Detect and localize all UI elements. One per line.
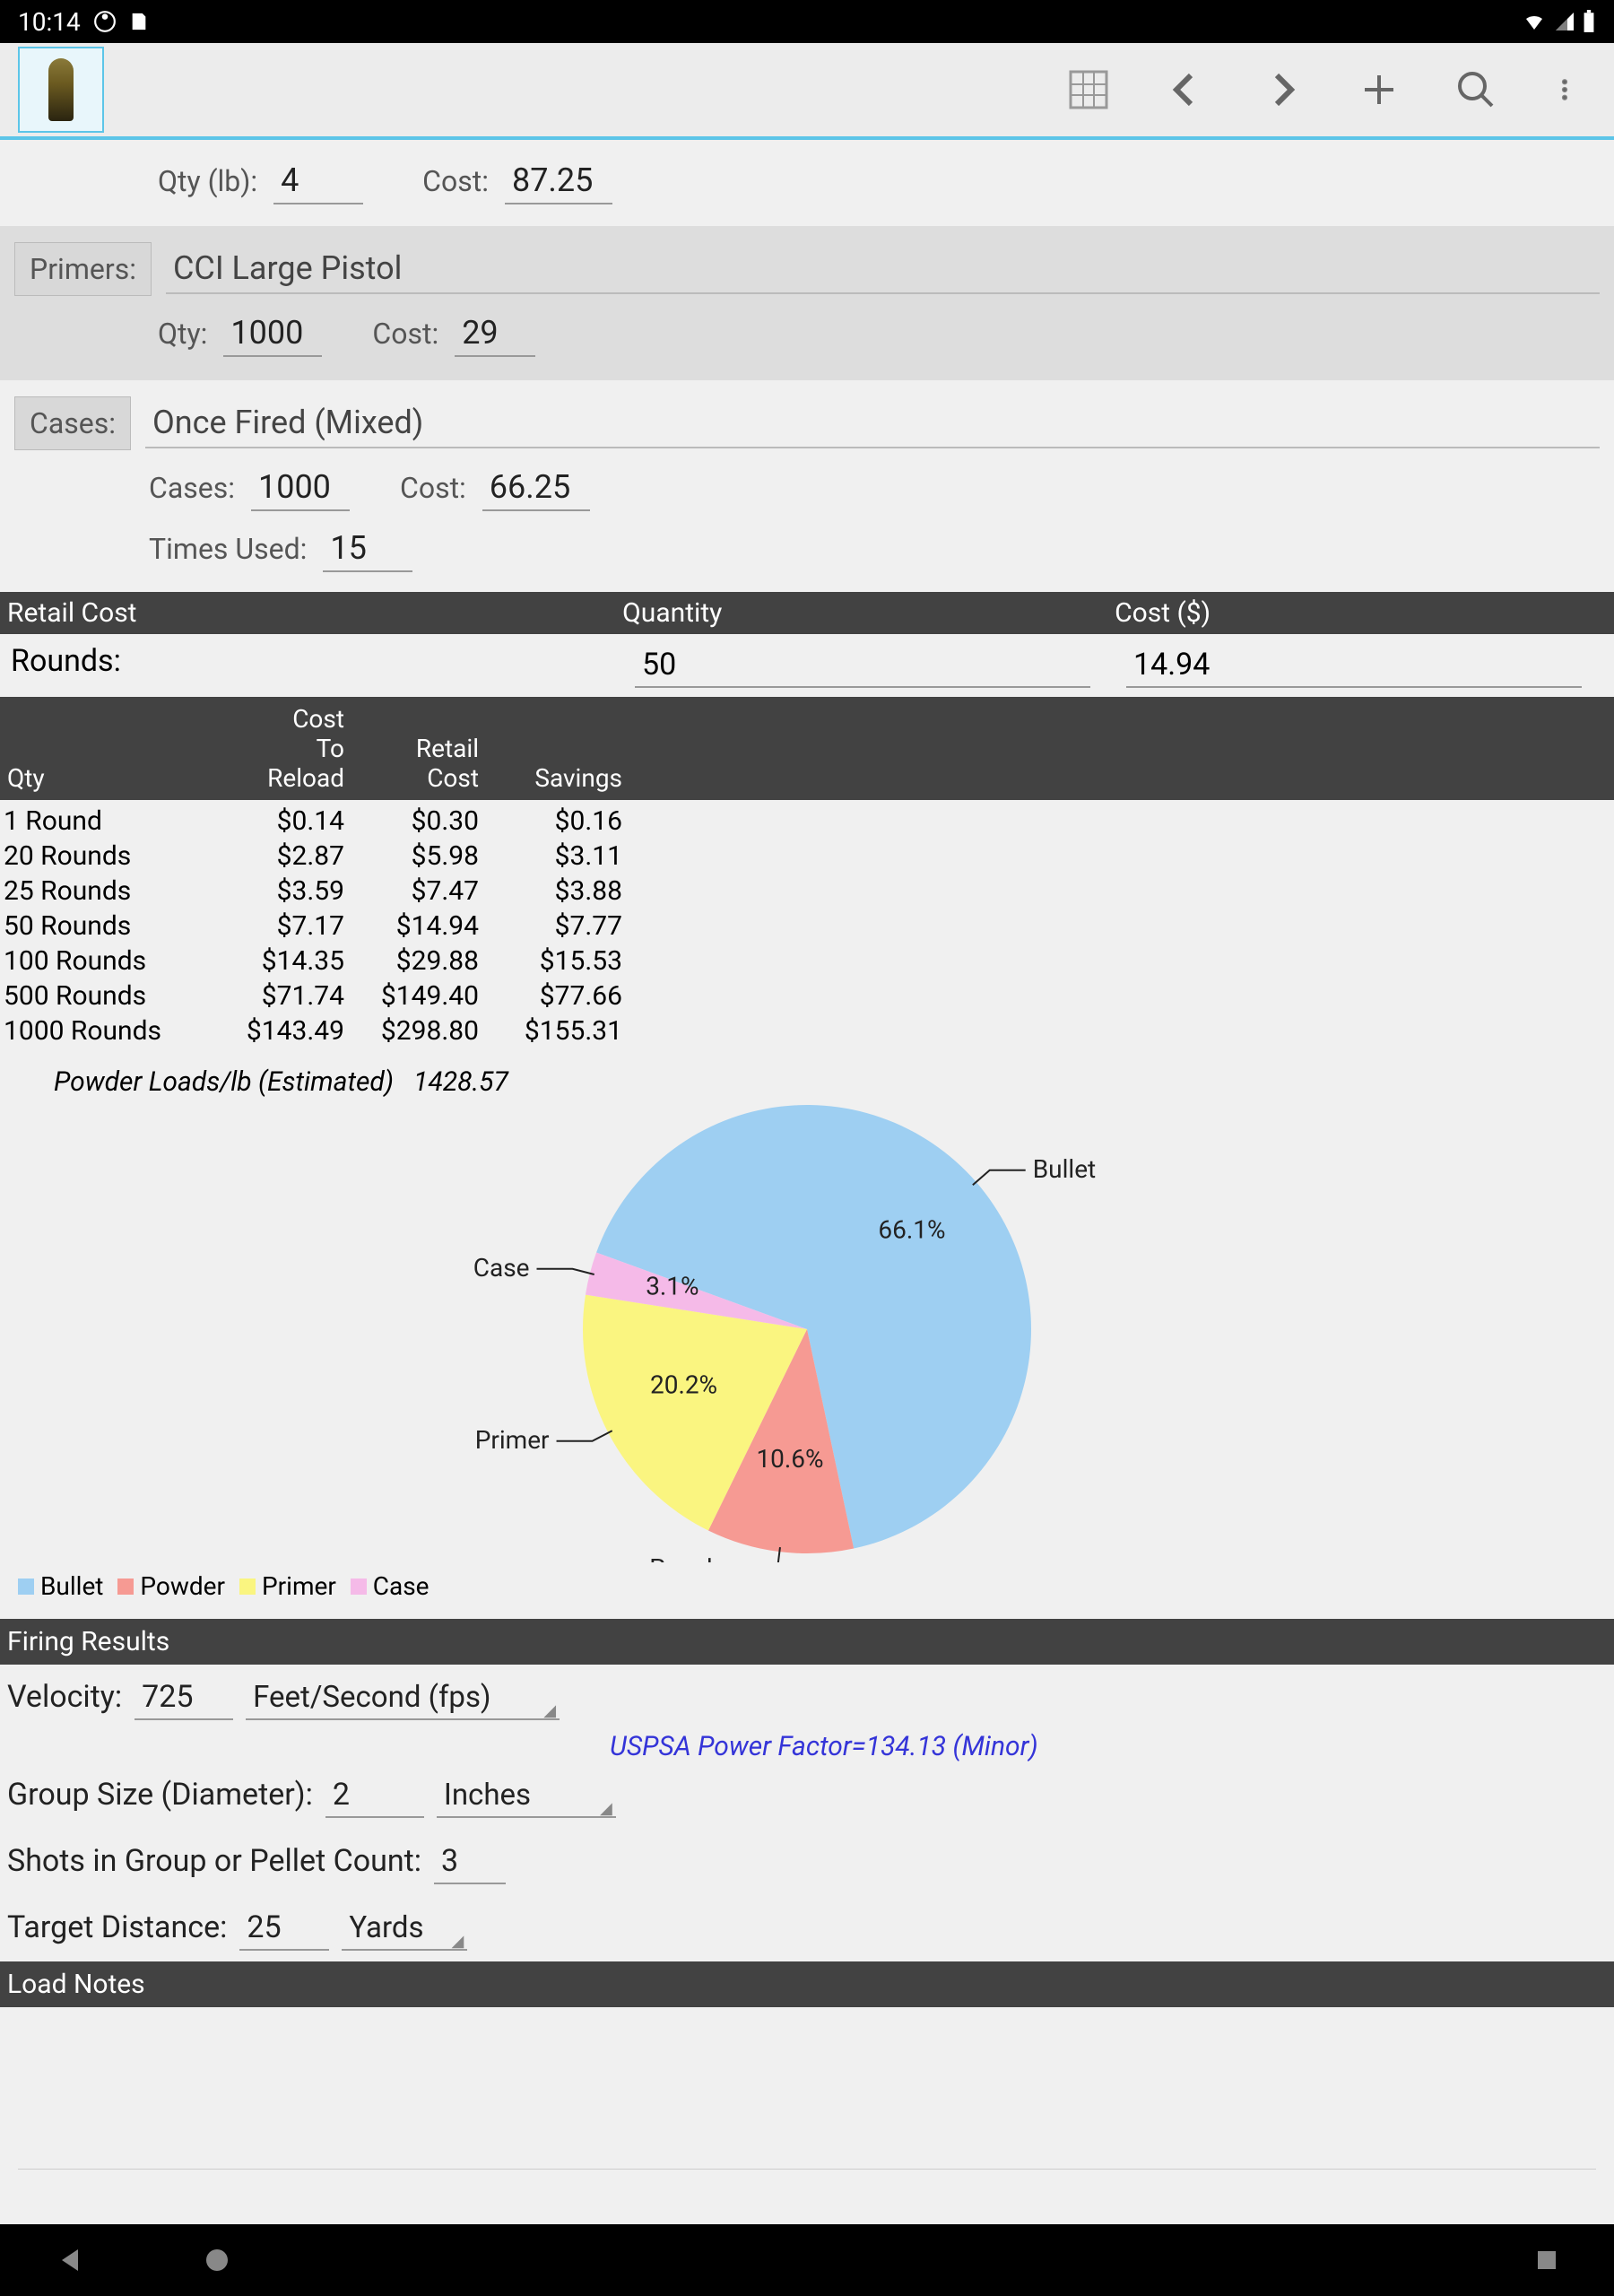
app-toolbar: [0, 43, 1614, 140]
retail-h2: Quantity: [622, 597, 1115, 629]
rounds-label: Rounds:: [11, 643, 620, 688]
group-size-input[interactable]: 2: [325, 1773, 424, 1818]
table-row: 100 Rounds$14.35$29.88$15.53: [4, 944, 1610, 978]
savings-table: 1 Round$0.14$0.30$0.1620 Rounds$2.87$5.9…: [0, 800, 1614, 1059]
legend-item: Powder: [117, 1571, 225, 1601]
shots-input[interactable]: 3: [434, 1839, 506, 1884]
shots-label: Shots in Group or Pellet Count:: [7, 1843, 421, 1879]
table-row: 1000 Rounds$143.49$298.80$155.31: [4, 1013, 1610, 1048]
legend-item: Bullet: [18, 1571, 103, 1601]
savings-header: Qty CostToReload RetailCost Savings: [0, 697, 1614, 800]
primers-cost-input[interactable]: 29: [455, 310, 535, 357]
sh-ctr: CostToReload: [201, 704, 344, 793]
wifi-icon: [1521, 11, 1548, 32]
status-time: 10:14: [18, 7, 81, 37]
search-icon[interactable]: [1454, 68, 1497, 111]
cases-label-button[interactable]: Cases:: [14, 396, 131, 450]
cases-name-input[interactable]: Once Fired (Mixed): [145, 398, 1600, 448]
cost-breakdown-chart: 66.1%Bullet10.6%Powder20.2%Primer3.1%Cas…: [0, 1105, 1614, 1553]
signal-icon: [1553, 11, 1576, 32]
grid-icon[interactable]: [1067, 68, 1110, 111]
powder-cost-label: Cost:: [422, 164, 489, 198]
firing-results-header: Firing Results: [0, 1619, 1614, 1665]
pie-label-case: Case: [473, 1253, 530, 1283]
battery-icon: [1582, 10, 1596, 33]
target-dist-input[interactable]: 25: [239, 1906, 329, 1951]
table-row: 25 Rounds$3.59$7.47$3.88: [4, 874, 1610, 909]
velocity-label: Velocity:: [7, 1679, 122, 1715]
velocity-unit-dropdown[interactable]: Feet/Second (fps): [246, 1676, 560, 1720]
table-row: 50 Rounds$7.17$14.94$7.77: [4, 909, 1610, 944]
pie-pct-primer: 20.2%: [650, 1370, 717, 1400]
main-content: Powder: TiteGroup Qty (lb): 4 Cost: 87.2…: [0, 140, 1614, 2224]
nav-back-icon[interactable]: [54, 2244, 86, 2276]
sh-sv: Savings: [534, 763, 622, 793]
retail-qty-input[interactable]: 50: [635, 643, 1090, 688]
more-icon[interactable]: [1551, 68, 1578, 111]
cases-cost-label: Cost:: [400, 471, 466, 505]
primers-qty-label: Qty:: [158, 317, 207, 351]
prev-icon[interactable]: [1164, 68, 1207, 111]
times-used-label: Times Used:: [149, 532, 307, 566]
cases-cost-input[interactable]: 66.25: [482, 465, 590, 511]
status-icon-circle: [93, 10, 117, 33]
target-dist-label: Target Distance:: [7, 1909, 227, 1945]
primers-label-button[interactable]: Primers:: [14, 242, 152, 296]
pie-label-bullet: Bullet: [1033, 1154, 1097, 1184]
nav-home-icon[interactable]: [203, 2246, 231, 2274]
android-nav-bar: [0, 2224, 1614, 2296]
nav-recent-icon[interactable]: [1533, 2247, 1560, 2274]
powder-loads-value: 1428.57: [413, 1066, 508, 1098]
pie-chart-svg: 66.1% Bullet 10.6% Powder 20.2% Primer 3.1% Cas…: [395, 1096, 1219, 1562]
pie-label-primer: Primer: [475, 1425, 550, 1455]
times-used-input[interactable]: 15: [323, 526, 412, 572]
group-size-label: Group Size (Diameter):: [7, 1777, 313, 1813]
status-icon-sd: [129, 10, 149, 33]
next-icon[interactable]: [1261, 68, 1304, 111]
android-status-bar: 10:14: [0, 0, 1614, 43]
powder-qty-input[interactable]: 4: [273, 158, 363, 204]
table-row: 20 Rounds$2.87$5.98$3.11: [4, 839, 1610, 874]
powder-qty-label: Qty (lb):: [158, 164, 257, 198]
primers-qty-input[interactable]: 1000: [223, 310, 322, 357]
powder-loads-label: Powder Loads/lb (Estimated): [54, 1066, 394, 1098]
pie-pct-case: 3.1%: [646, 1271, 699, 1300]
retail-h3: Cost ($): [1115, 597, 1607, 629]
table-row: 1 Round$0.14$0.30$0.16: [4, 804, 1610, 839]
group-size-unit-dropdown[interactable]: Inches: [437, 1774, 616, 1818]
bullet-icon: [48, 58, 74, 121]
legend-item: Case: [351, 1571, 430, 1601]
load-notes-header: Load Notes: [0, 1961, 1614, 2007]
load-notes-area[interactable]: [0, 2007, 1614, 2169]
retail-row: Rounds: 50 14.94: [0, 634, 1614, 697]
retail-cost-input[interactable]: 14.94: [1126, 643, 1582, 688]
retail-header: Retail Cost Quantity Cost ($): [0, 592, 1614, 634]
pie-pct-bullet: 66.1%: [878, 1214, 945, 1244]
sh-qty: Qty: [7, 763, 45, 793]
legend-item: Primer: [239, 1571, 336, 1601]
cases-qty-input[interactable]: 1000: [251, 465, 350, 511]
retail-h1: Retail Cost: [7, 597, 622, 629]
primers-name-input[interactable]: CCI Large Pistol: [166, 244, 1600, 294]
power-factor-text: USPSA Power Factor=134.13 (Minor): [0, 1731, 1614, 1762]
pie-label-powder: Powder: [649, 1553, 734, 1562]
chart-legend: Bullet Powder Primer Case: [0, 1553, 1614, 1619]
target-dist-unit-dropdown[interactable]: Yards: [342, 1907, 467, 1951]
sh-rc: RetailCost: [344, 704, 479, 793]
table-row: 500 Rounds$71.74$149.40$77.66: [4, 978, 1610, 1013]
velocity-input[interactable]: 725: [134, 1675, 233, 1720]
cases-qty-label: Cases:: [149, 471, 235, 505]
add-icon[interactable]: [1358, 68, 1401, 111]
primers-cost-label: Cost:: [372, 317, 438, 351]
app-logo[interactable]: [18, 47, 104, 133]
pie-pct-powder: 10.6%: [756, 1444, 823, 1474]
powder-cost-input[interactable]: 87.25: [505, 158, 612, 204]
